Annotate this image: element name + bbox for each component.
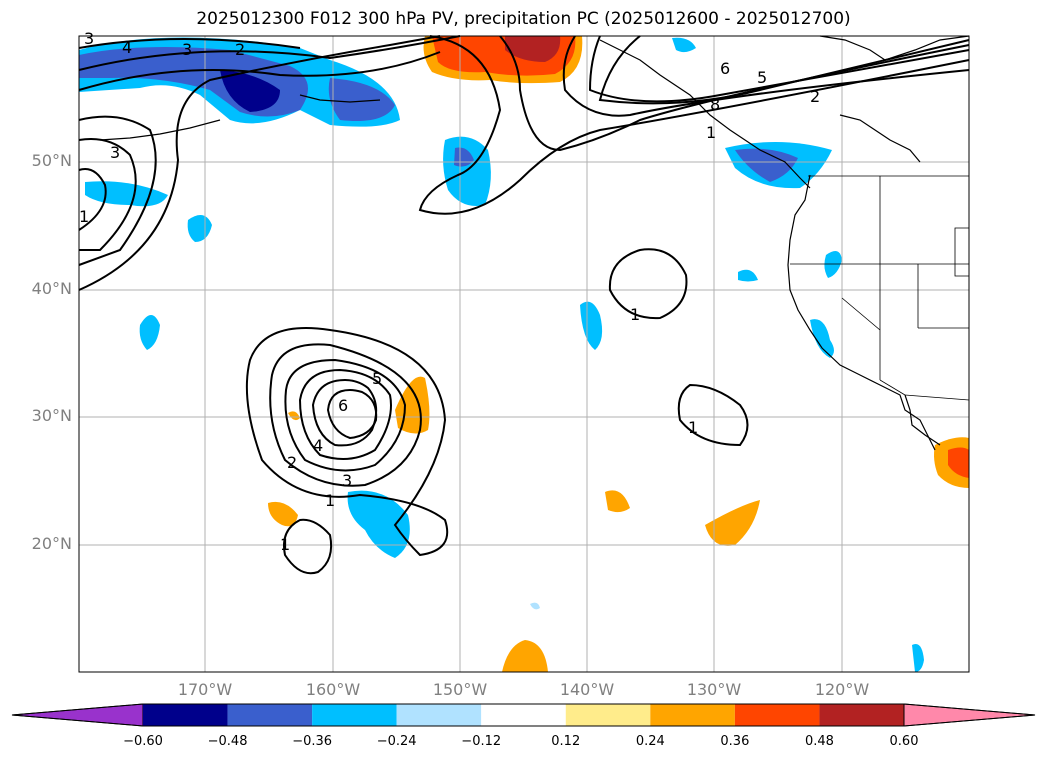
lat-label: 50°N bbox=[31, 151, 72, 170]
contour-label: 2 bbox=[287, 453, 297, 472]
colorbar-segment bbox=[396, 704, 482, 726]
contour-label: 3 bbox=[342, 471, 352, 490]
colorbar-segment bbox=[650, 704, 735, 726]
lon-label: 140°W bbox=[559, 680, 615, 699]
map-frame bbox=[78, 35, 970, 673]
contour-label: 2 bbox=[235, 40, 245, 59]
colorbar-tick-label: −0.24 bbox=[376, 734, 417, 749]
contour-label: 1 bbox=[706, 123, 716, 142]
lon-label: 150°W bbox=[432, 680, 488, 699]
contour-label: 3 bbox=[84, 29, 94, 48]
contour-label: 3 bbox=[182, 40, 192, 59]
contour-label: 5 bbox=[757, 68, 767, 87]
colorbar-tick-label: 0.12 bbox=[551, 734, 581, 749]
contour-label: 1 bbox=[280, 535, 290, 554]
lon-label: 170°W bbox=[177, 680, 233, 699]
contour-label: 1 bbox=[325, 491, 335, 510]
colorbar-tick-label: 0.24 bbox=[635, 734, 665, 749]
colorbar-segment bbox=[312, 704, 397, 726]
lat-label: 40°N bbox=[31, 279, 72, 298]
contour-label: 8 bbox=[710, 95, 720, 114]
contour-labels: 4 3 2 6 5 2 8 1 3 3 6 5 4 2 3 1 1 1 1 1 bbox=[79, 29, 820, 554]
colorbar-extend-high bbox=[903, 703, 1036, 727]
colorbar-segment bbox=[734, 704, 820, 726]
colorbar-extend-low bbox=[11, 703, 144, 727]
contour-label: 6 bbox=[338, 396, 348, 415]
contour-label: 5 bbox=[372, 369, 382, 388]
precip-negative-areas bbox=[79, 37, 924, 672]
contour-label: 1 bbox=[79, 207, 89, 226]
colorbar-tick-label: −0.36 bbox=[292, 734, 333, 749]
contour-label: 4 bbox=[313, 436, 323, 455]
contour-label: 3 bbox=[110, 143, 120, 162]
colorbar-tick-label: 0.60 bbox=[889, 734, 919, 749]
colorbar-outline bbox=[11, 703, 1036, 727]
contour-label: 1 bbox=[630, 305, 640, 324]
colorbar-segment bbox=[143, 704, 228, 726]
colorbar-segment bbox=[819, 704, 904, 726]
pv-contours bbox=[78, 35, 970, 575]
lon-label: 120°W bbox=[814, 680, 870, 699]
contour-label: 4 bbox=[122, 38, 132, 57]
lat-label: 20°N bbox=[31, 534, 72, 553]
contour-label: 6 bbox=[720, 59, 730, 78]
graticule bbox=[79, 36, 969, 672]
lon-label: 160°W bbox=[305, 680, 361, 699]
colorbar-tick-label: 0.48 bbox=[804, 734, 834, 749]
colorbar-segment bbox=[227, 704, 313, 726]
colorbar-tick-label: 0.36 bbox=[720, 734, 750, 749]
colorbar-tick-label: −0.60 bbox=[123, 734, 163, 749]
colorbar-segment bbox=[565, 704, 651, 726]
contour-label: 1 bbox=[688, 418, 698, 437]
colorbar-tick-label: −0.48 bbox=[207, 734, 248, 749]
contour-label: 2 bbox=[810, 87, 820, 106]
map-title: 2025012300 F012 300 hPa PV, precipitatio… bbox=[196, 9, 851, 29]
colorbar bbox=[11, 703, 1036, 727]
lat-label: 30°N bbox=[31, 406, 72, 425]
precip-positive-areas bbox=[268, 36, 969, 672]
political-borders bbox=[790, 175, 970, 401]
coastlines bbox=[99, 35, 970, 451]
colorbar-segment bbox=[481, 704, 566, 726]
lon-label: 130°W bbox=[686, 680, 742, 699]
colorbar-tick-label: −0.12 bbox=[461, 734, 502, 749]
